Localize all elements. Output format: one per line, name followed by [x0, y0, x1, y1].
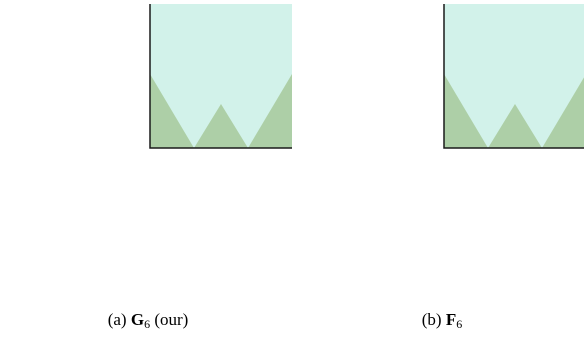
caption-b-subscript: 6	[456, 317, 463, 331]
inset-border	[443, 4, 584, 149]
caption-b-prefix: (b)	[421, 310, 442, 329]
inset-wedge-left	[444, 74, 488, 148]
caption-a: (a) G6 (our)	[4, 310, 292, 330]
texture-highlights	[4, 4, 292, 296]
caption-b: (b) F6	[298, 310, 584, 330]
zoom-inset	[149, 4, 292, 149]
inset-overlay	[444, 4, 584, 148]
zoom-inset	[443, 4, 584, 149]
inset-wedge-right	[542, 77, 584, 148]
inset-overlay	[150, 4, 292, 148]
inset-wedge-right	[248, 74, 292, 148]
texture-image-a	[4, 4, 292, 296]
texture-image-b-canvas	[298, 4, 584, 296]
texture-image-a-canvas	[4, 4, 292, 296]
caption-a-symbol: G	[130, 310, 145, 329]
inset-wedge-center	[488, 104, 542, 148]
caption-a-subscript: 6	[144, 317, 151, 331]
inset-border	[149, 4, 292, 149]
inset-wedge-center	[194, 104, 248, 148]
caption-b-symbol: F	[445, 310, 457, 329]
inset-wedge-left	[150, 74, 194, 148]
caption-a-prefix: (a)	[107, 310, 127, 329]
texture-image-b	[298, 4, 584, 296]
caption-a-suffix: (our)	[154, 310, 189, 329]
texture-highlights	[298, 4, 584, 296]
